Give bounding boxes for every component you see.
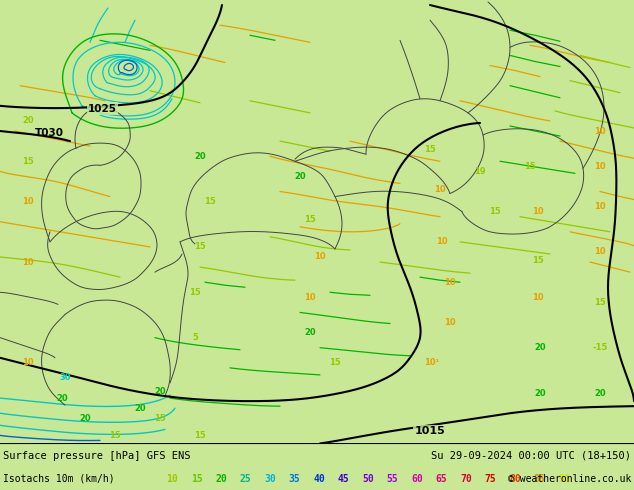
Text: 10: 10 (436, 237, 448, 246)
Text: 20: 20 (304, 328, 316, 337)
Text: 10¹: 10¹ (424, 358, 439, 368)
Text: Surface pressure [hPa] GFS ENS: Surface pressure [hPa] GFS ENS (3, 451, 190, 461)
Text: 5: 5 (192, 333, 198, 342)
Text: 15: 15 (154, 414, 166, 423)
Text: Su 29-09-2024 00:00 UTC (18+150): Su 29-09-2024 00:00 UTC (18+150) (431, 451, 631, 461)
Text: 65: 65 (436, 474, 448, 484)
Text: 20: 20 (154, 387, 166, 395)
Text: 15: 15 (424, 145, 436, 154)
Text: 55: 55 (387, 474, 398, 484)
Text: 10: 10 (594, 247, 606, 256)
Text: 90: 90 (558, 474, 570, 484)
Text: 10: 10 (314, 252, 326, 262)
Text: 80: 80 (509, 474, 521, 484)
Text: 75: 75 (484, 474, 496, 484)
Text: 20: 20 (134, 404, 146, 413)
Text: 15: 15 (532, 255, 544, 265)
Text: 10: 10 (594, 126, 606, 136)
Text: 10: 10 (22, 197, 34, 206)
Text: 20: 20 (194, 152, 206, 161)
Text: 15: 15 (191, 474, 202, 484)
Text: 20: 20 (294, 172, 306, 181)
Text: 35: 35 (288, 474, 301, 484)
Text: 20: 20 (534, 343, 546, 352)
Text: 45: 45 (338, 474, 349, 484)
Text: © weatheronline.co.uk: © weatheronline.co.uk (508, 474, 631, 484)
Text: 10: 10 (166, 474, 178, 484)
Text: 10: 10 (304, 293, 316, 302)
Text: 15: 15 (22, 157, 34, 166)
Text: 15: 15 (204, 197, 216, 206)
Text: 20: 20 (79, 414, 91, 423)
Text: 20: 20 (534, 389, 546, 397)
Text: 30: 30 (59, 373, 71, 382)
Text: 10: 10 (22, 358, 34, 368)
Text: 19: 19 (474, 167, 486, 176)
Text: 60: 60 (411, 474, 423, 484)
Text: 1015: 1015 (415, 426, 445, 437)
Text: 85: 85 (534, 474, 545, 484)
Text: T030: T030 (35, 128, 64, 138)
Text: 10: 10 (22, 258, 34, 267)
Text: 15: 15 (329, 358, 341, 368)
Text: 10: 10 (444, 318, 456, 327)
Text: 10: 10 (444, 278, 456, 287)
Text: 15: 15 (304, 215, 316, 224)
Text: 15: 15 (194, 243, 206, 251)
Text: 50: 50 (362, 474, 374, 484)
Text: 10: 10 (594, 162, 606, 171)
Text: 20: 20 (56, 393, 68, 403)
Text: 25: 25 (240, 474, 251, 484)
Text: 10: 10 (532, 207, 544, 216)
Text: 20: 20 (594, 389, 606, 397)
Text: 20: 20 (22, 117, 34, 125)
Text: 15: 15 (594, 298, 606, 307)
Text: 15: 15 (109, 431, 121, 440)
Text: 10: 10 (532, 293, 544, 302)
Text: 15: 15 (189, 288, 201, 297)
Text: -15: -15 (592, 343, 607, 352)
Text: 1025: 1025 (88, 104, 117, 114)
Text: 10: 10 (594, 202, 606, 211)
Text: 15: 15 (489, 207, 501, 216)
Text: 10: 10 (434, 185, 446, 194)
Text: 30: 30 (264, 474, 276, 484)
Text: 40: 40 (313, 474, 325, 484)
Text: Isotachs 10m (km/h): Isotachs 10m (km/h) (3, 474, 115, 484)
Text: 70: 70 (460, 474, 472, 484)
Text: 20: 20 (215, 474, 227, 484)
Text: 15: 15 (524, 162, 536, 171)
Text: 15: 15 (194, 431, 206, 440)
